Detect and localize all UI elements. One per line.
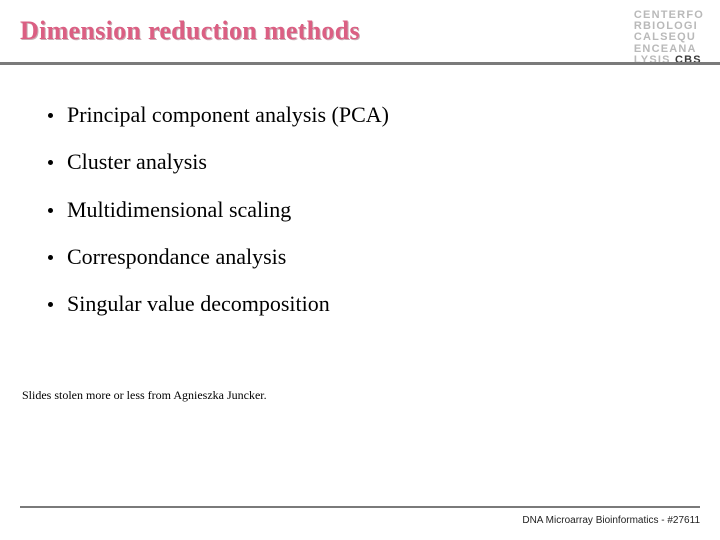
title-divider: [0, 62, 720, 65]
footer-divider: [20, 506, 700, 508]
bullet-icon: [48, 255, 53, 260]
list-item: Correspondance analysis: [48, 244, 696, 269]
list-item-label: Singular value decomposition: [67, 291, 330, 316]
institution-logo: CENTERFO RBIOLOGI CALSEQU ENCEANA LYSIS …: [634, 10, 704, 66]
list-item-label: Multidimensional scaling: [67, 197, 291, 222]
logo-line-4: ENCEANA: [634, 43, 697, 55]
slide-title: Dimension reduction methods: [20, 16, 696, 46]
logo-line-2: RBIOLOGI: [634, 20, 698, 32]
bullet-list: Principal component analysis (PCA) Clust…: [48, 102, 696, 316]
list-item: Cluster analysis: [48, 149, 696, 174]
bullet-icon: [48, 160, 53, 165]
bullet-icon: [48, 302, 53, 307]
logo-line-3: CALSEQU: [634, 31, 696, 43]
logo-line-1: CENTERFO: [634, 9, 704, 21]
list-item-label: Principal component analysis (PCA): [67, 102, 389, 127]
slide: Dimension reduction methods CENTERFO RBI…: [0, 0, 720, 540]
footnote: Slides stolen more or less from Agnieszk…: [22, 388, 267, 403]
list-item: Principal component analysis (PCA): [48, 102, 696, 127]
list-item-label: Cluster analysis: [67, 149, 207, 174]
bullet-icon: [48, 208, 53, 213]
list-item-label: Correspondance analysis: [67, 244, 286, 269]
footer-text: DNA Microarray Bioinformatics - #27611: [522, 515, 700, 526]
list-item: Singular value decomposition: [48, 291, 696, 316]
content-area: Principal component analysis (PCA) Clust…: [20, 102, 696, 316]
list-item: Multidimensional scaling: [48, 197, 696, 222]
bullet-icon: [48, 113, 53, 118]
